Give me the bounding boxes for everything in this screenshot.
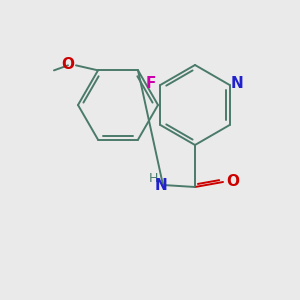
Text: N: N xyxy=(230,76,243,92)
Text: F: F xyxy=(145,76,155,91)
Text: O: O xyxy=(61,57,74,72)
Text: H: H xyxy=(148,172,158,184)
Text: O: O xyxy=(226,175,239,190)
Text: N: N xyxy=(154,178,167,194)
